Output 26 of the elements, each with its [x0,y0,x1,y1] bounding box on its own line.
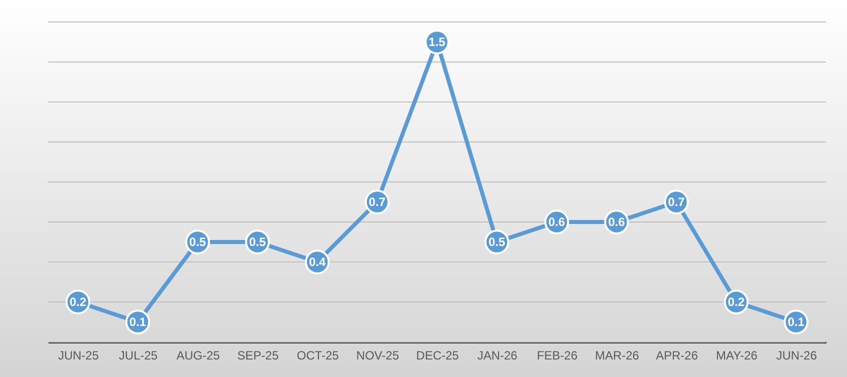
x-tick-label: AUG-25 [176,348,220,362]
data-label: 0.1 [788,315,805,329]
x-tick-label: MAY-26 [716,348,758,362]
data-label: 0.6 [548,215,566,229]
x-tick-label: JAN-26 [477,348,518,362]
x-tick-label: FEB-26 [536,348,578,362]
data-label: 0.5 [488,235,506,249]
data-label: 0.5 [249,235,266,249]
x-tick-label: SEP-25 [237,348,279,362]
x-tick-label: JUN-25 [58,348,100,362]
x-tick-label: OCT-25 [296,348,340,362]
data-label: 0.2 [70,295,87,309]
data-label: 0.7 [368,195,386,209]
data-label: 1.5 [428,35,446,49]
x-tick-label: JUN-26 [776,348,818,362]
data-label: 0.1 [129,315,146,329]
data-label: 0.6 [608,215,626,229]
x-tick-label: JUL-25 [118,348,158,362]
data-label: 0.2 [728,295,745,309]
data-label: 0.7 [668,195,686,209]
data-label: 0.4 [308,255,326,269]
x-tick-label: APR-26 [656,348,698,362]
x-tick-label: DEC-25 [416,348,460,362]
x-tick-label: MAR-26 [595,348,640,362]
x-tick-label: NOV-25 [356,348,400,362]
data-label: 0.5 [189,235,206,249]
